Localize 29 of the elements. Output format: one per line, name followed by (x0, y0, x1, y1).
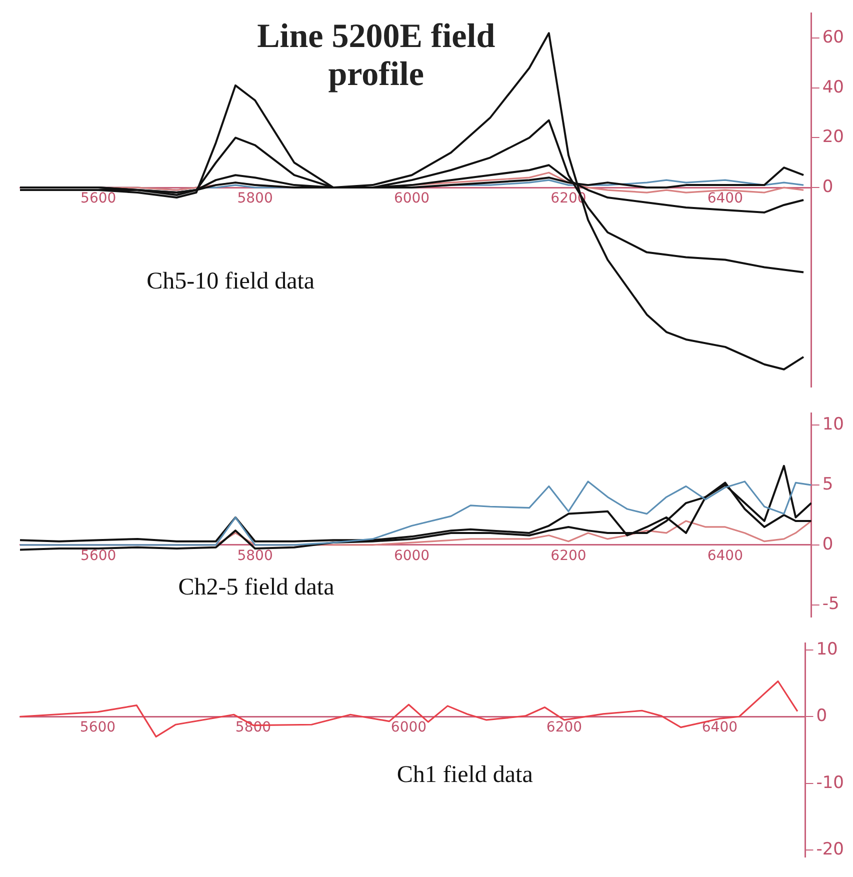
annotation: Ch1 field data (396, 762, 534, 788)
x-tick-label: 5600 (80, 190, 116, 207)
y-tick-label: 40 (822, 77, 844, 98)
text: Line 5200E field profile (257, 18, 496, 93)
annotation: Ch5-10 field data (146, 268, 315, 294)
x-tick-label: 6400 (707, 548, 743, 564)
y-tick-label: 5 (822, 474, 834, 494)
y-tick-label: 0 (816, 706, 828, 726)
x-tick-label: 6000 (394, 548, 430, 564)
x-tick-label: 6200 (550, 548, 586, 564)
y-tick-label: 10 (822, 414, 844, 435)
x-tick-label: 6400 (707, 190, 743, 207)
annotation: Ch2-5 field data (178, 574, 335, 601)
x-tick-label: 5800 (237, 190, 273, 207)
x-tick-label: 5600 (80, 720, 116, 736)
y-tick-label: 0 (822, 534, 834, 554)
y-tick-label: 0 (822, 176, 834, 197)
x-tick-label: 5800 (237, 548, 273, 564)
x-tick-label: 6000 (390, 720, 427, 736)
y-tick-label: 60 (822, 28, 844, 48)
y-tick-label: 20 (822, 127, 844, 148)
x-tick-label: 6000 (394, 190, 430, 207)
y-tick-label: -10 (816, 772, 844, 793)
y-tick-label: -5 (822, 594, 840, 614)
x-tick-label: 5600 (80, 548, 116, 564)
x-tick-label: 6400 (702, 720, 738, 736)
y-tick-label: 10 (816, 639, 838, 660)
x-tick-label: 6200 (546, 720, 582, 736)
y-tick-label: -20 (816, 840, 844, 860)
